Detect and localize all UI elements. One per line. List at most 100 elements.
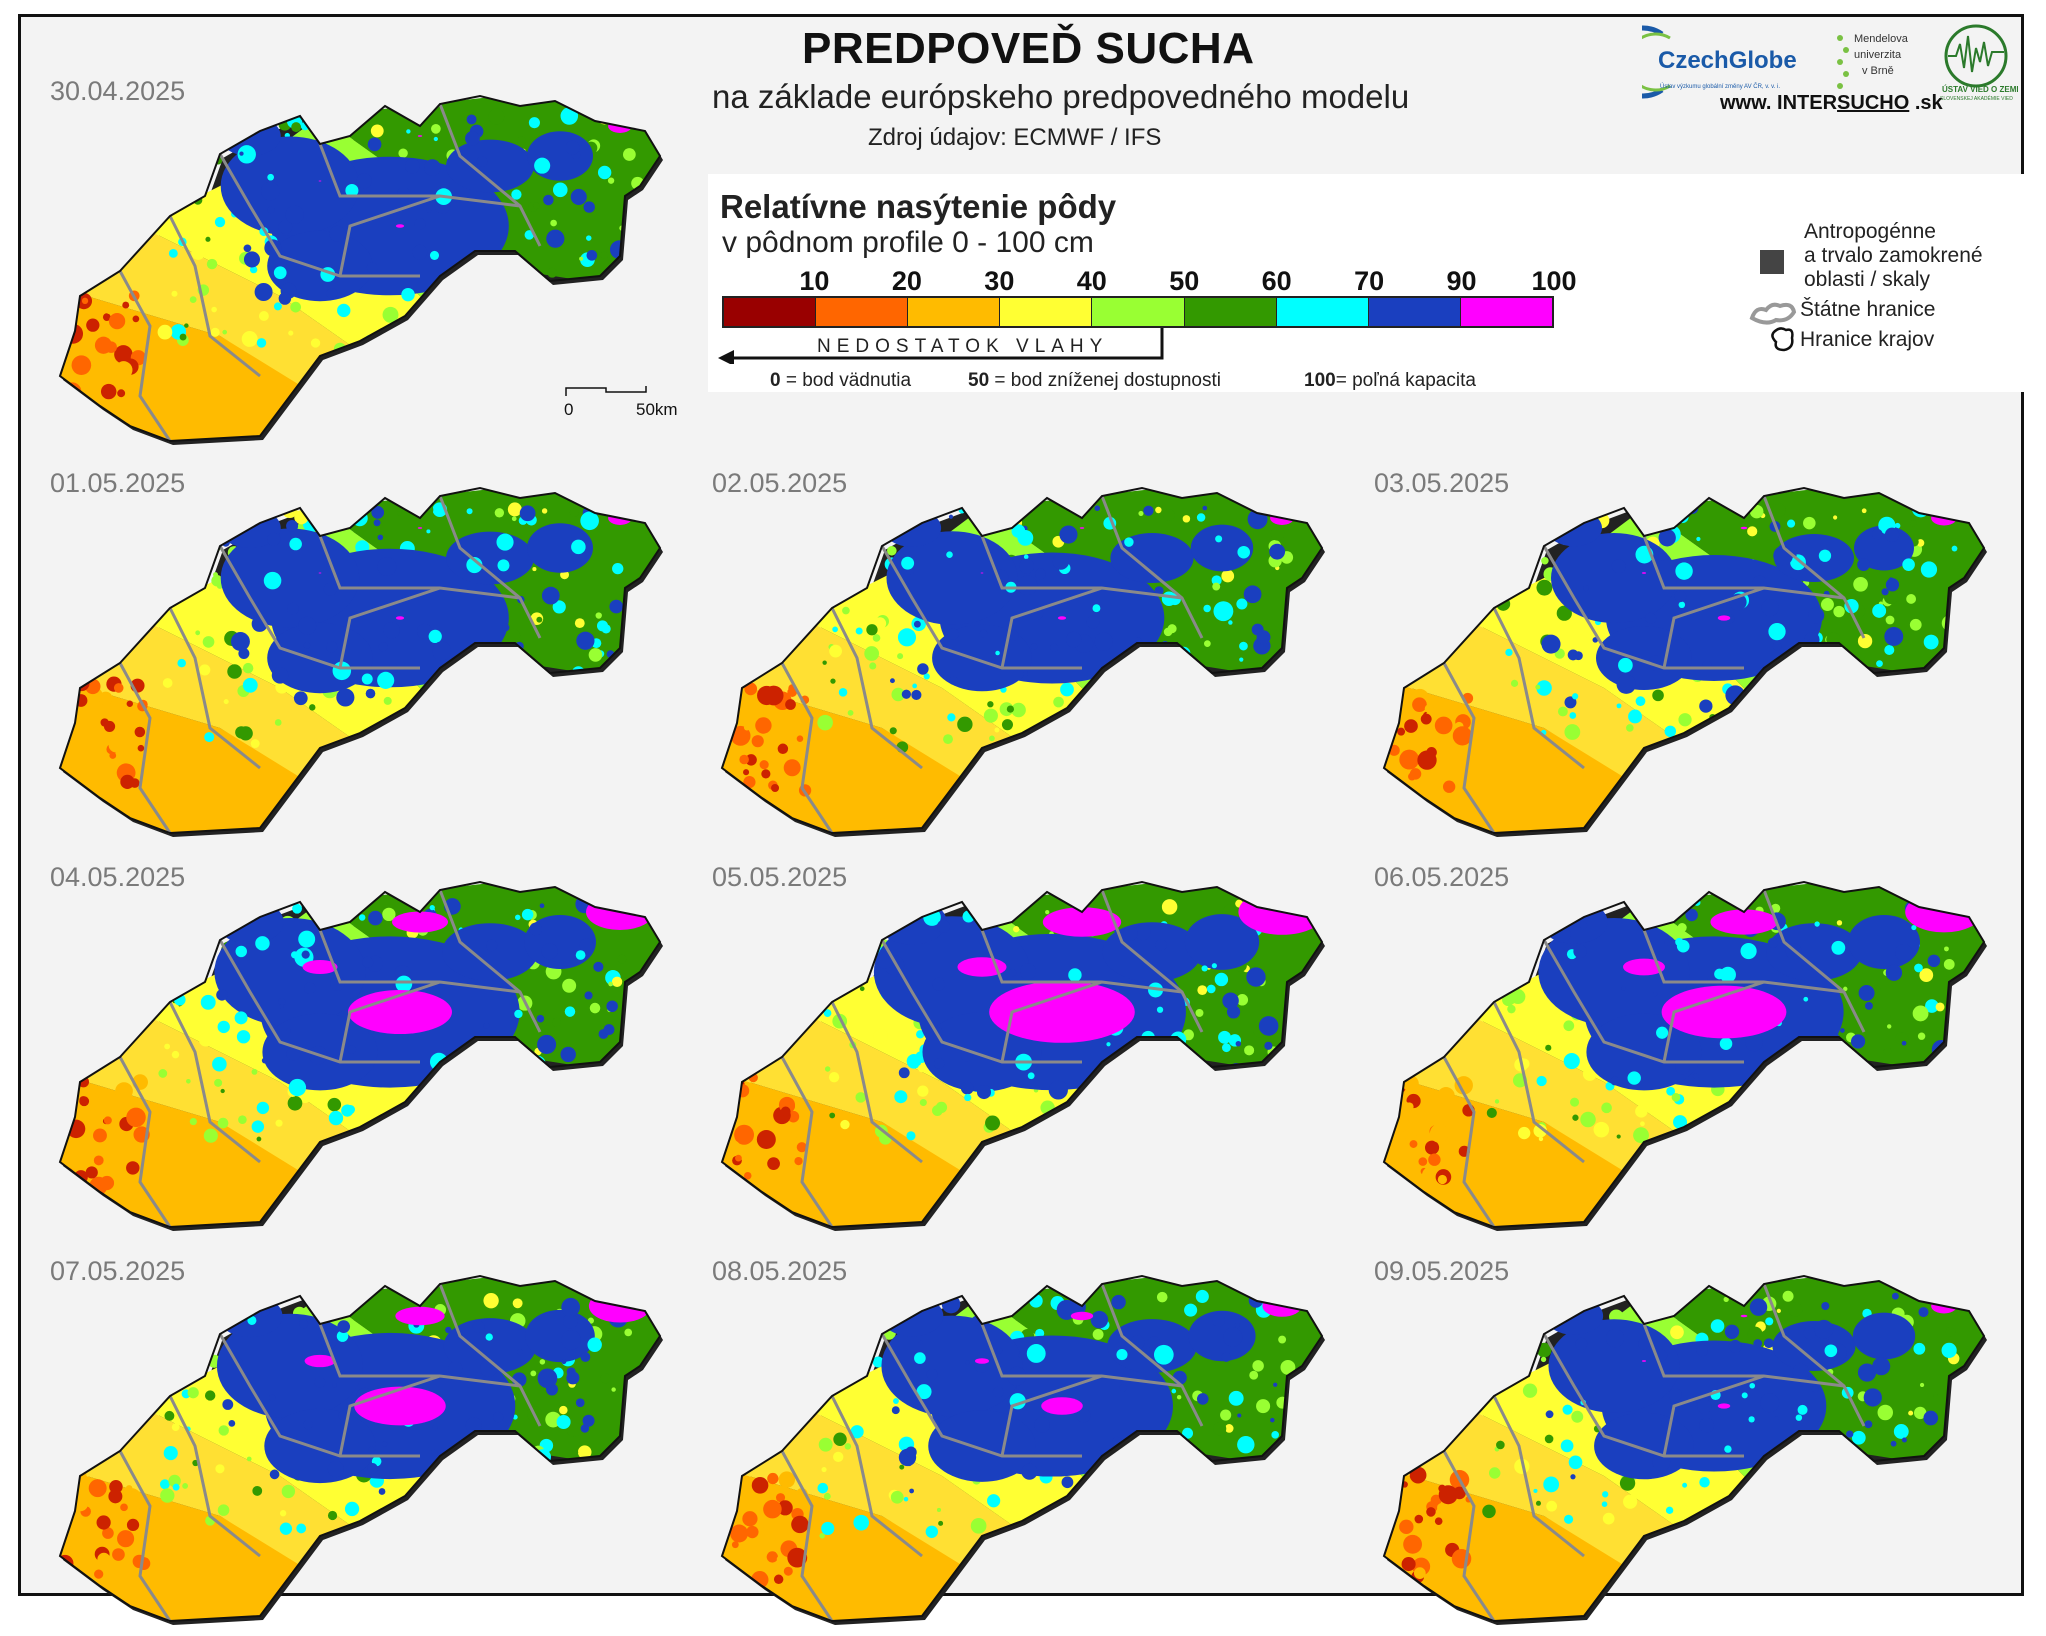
wet-speckle <box>565 140 580 155</box>
wet-area <box>928 1410 1036 1482</box>
wet-speckle <box>889 678 895 684</box>
moisture-speckle <box>501 728 511 738</box>
slovakia-map <box>58 486 663 837</box>
moisture-speckle <box>1036 1126 1049 1139</box>
moisture-speckle <box>1243 1466 1259 1483</box>
wet-speckle <box>1768 622 1786 641</box>
moisture-speckle <box>1161 899 1178 915</box>
moisture-speckle <box>399 1117 408 1126</box>
forecast-date: 03.05.2025 <box>1374 468 1510 498</box>
moisture-speckle <box>1885 615 1895 625</box>
moisture-speckle <box>833 1451 844 1463</box>
wet-speckle <box>561 1297 581 1317</box>
wet-speckle <box>278 220 293 234</box>
moisture-speckle <box>1155 506 1162 514</box>
moisture-speckle <box>1496 1440 1505 1450</box>
wet-speckle <box>1851 1034 1866 1049</box>
dry-spot <box>126 1518 140 1532</box>
region-border <box>1542 545 1744 670</box>
moisture-speckle <box>341 1104 354 1117</box>
moisture-speckle <box>1190 681 1205 695</box>
wet-speckle <box>1008 630 1019 641</box>
moisture-speckle <box>1221 1043 1231 1053</box>
wet-speckle <box>1236 598 1248 610</box>
moisture-speckle <box>855 1092 867 1103</box>
anthropogenic-label-3: oblasti / skaly <box>1804 268 1931 291</box>
wet-speckle <box>383 621 400 639</box>
moisture-speckle <box>171 1050 180 1059</box>
wet-speckle <box>327 1460 344 1478</box>
wet-speckle <box>1795 1414 1803 1421</box>
region-border <box>1662 980 1845 1063</box>
moisture-speckle <box>1533 1123 1547 1138</box>
wet-speckle <box>539 1477 554 1492</box>
moisture-speckle <box>1525 1301 1533 1309</box>
moisture-speckle <box>622 148 636 161</box>
moisture-speckle <box>1861 508 1867 514</box>
moisture-speckle <box>442 339 453 351</box>
moisture-speckle <box>1284 1052 1297 1065</box>
moisture-speckle <box>838 688 848 697</box>
dry-spot <box>794 1156 803 1166</box>
slovakia-map <box>720 486 1325 837</box>
dry-spot <box>746 1525 759 1539</box>
moisture-speckle <box>842 606 850 615</box>
wet-speckle <box>534 157 551 174</box>
wet-speckle <box>466 114 477 125</box>
moisture-speckle <box>396 1504 411 1519</box>
moisture-speckle <box>567 1521 575 1529</box>
moisture-speckle <box>890 1490 904 1504</box>
wet-area <box>1852 1312 1916 1360</box>
moisture-speckle <box>183 536 198 552</box>
moisture-speckle <box>1206 984 1216 994</box>
wet-speckle <box>1106 1486 1117 1498</box>
wet-speckle <box>1699 699 1713 713</box>
wet-speckle <box>1213 601 1234 622</box>
deficit-arrow <box>716 328 1164 366</box>
wet-speckle <box>1618 657 1633 673</box>
wet-speckle <box>235 940 241 946</box>
wet-area <box>446 531 534 585</box>
wet-speckle <box>1541 634 1561 654</box>
slovakia-map <box>58 94 663 445</box>
region-border <box>318 929 440 984</box>
moisture-speckle <box>159 1479 170 1490</box>
moisture-speckle <box>1294 1039 1300 1045</box>
moisture-speckle <box>215 1464 225 1474</box>
wet-speckle <box>580 511 599 531</box>
moisture-speckle <box>1166 1502 1175 1512</box>
wet-speckle <box>1891 1292 1899 1300</box>
moisture-speckle <box>1152 1469 1168 1485</box>
moisture-speckle <box>832 626 838 633</box>
wet-speckle <box>1156 1006 1164 1013</box>
moisture-speckle <box>1950 1530 1959 1539</box>
moisture-speckle <box>1851 1063 1862 1074</box>
moisture-speckle <box>232 126 242 136</box>
moisture-speckle <box>310 338 321 348</box>
wet-speckle <box>288 1078 307 1097</box>
wet-speckle <box>239 151 244 156</box>
moisture-speckle <box>1536 1075 1547 1087</box>
moisture-speckle <box>383 696 392 705</box>
wet-speckle <box>1124 685 1135 697</box>
legend-tick-7: 90 <box>1446 266 1477 296</box>
dry-spot <box>85 388 92 396</box>
logos-area: CzechGlobe Ústav výzkumu globální změny … <box>1606 18 2024 126</box>
anthropogenic-label-1: Antropogénne <box>1804 220 1936 243</box>
moisture-speckle <box>530 1370 537 1377</box>
wet-speckle <box>561 1330 581 1350</box>
wet-speckle <box>222 1399 234 1410</box>
wet-speckle <box>1560 1439 1574 1453</box>
wet-speckle <box>1575 1337 1588 1350</box>
website-link[interactable]: www. INTERSUCHO .sk <box>1720 92 1943 115</box>
wet-speckle <box>1724 1445 1732 1453</box>
wet-speckle <box>323 582 337 596</box>
moisture-speckle <box>1843 1512 1849 1519</box>
dry-spot <box>1438 1485 1458 1505</box>
wet-speckle <box>582 1414 595 1427</box>
czechglobe-wordmark: CzechGlobe <box>1658 47 1797 74</box>
moisture-speckle <box>1890 1518 1896 1524</box>
wet-speckle <box>448 1361 463 1376</box>
region-border <box>1000 1374 1183 1457</box>
wet-speckle <box>992 1386 1004 1398</box>
